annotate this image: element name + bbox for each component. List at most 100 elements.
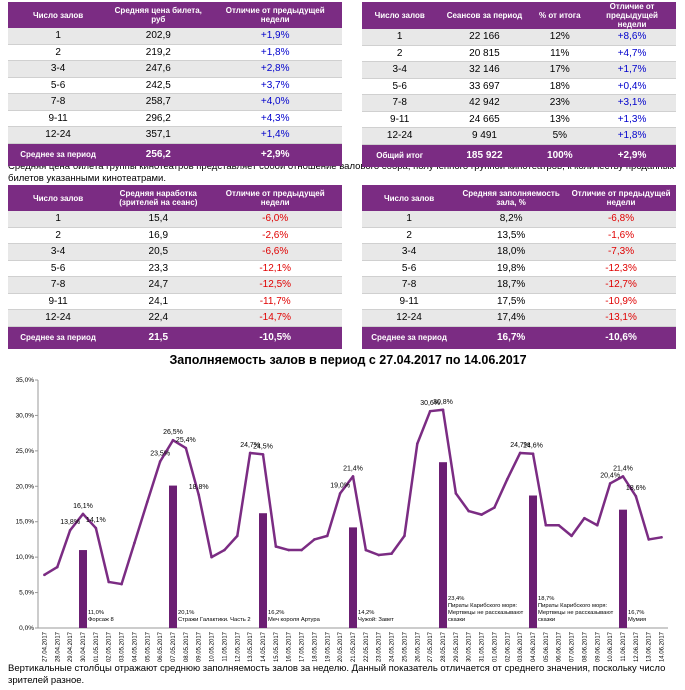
point xyxy=(197,493,201,497)
point xyxy=(544,523,548,527)
data-label: 24,7% xyxy=(240,442,260,449)
bar xyxy=(259,513,267,628)
table-row: Число залов Сеансов за период% от итога От… xyxy=(362,2,676,29)
data-label: 20,4% xyxy=(600,472,620,479)
chart-title: Заполняемость залов в период с 27.04.201… xyxy=(169,353,526,367)
point xyxy=(454,492,458,495)
x-tick-label: 04.05.2017 xyxy=(132,631,138,662)
table-cell: 3-4 xyxy=(362,243,457,261)
table-cell: 19,8% xyxy=(456,260,567,277)
table-row: Число залов Средняя наработка (зрителей н… xyxy=(8,185,342,211)
table-cell: 2 xyxy=(8,227,109,244)
table-row: 12-24 17,4% -13,1% xyxy=(362,309,676,327)
table-row: 3-4 18,0% -7,3% xyxy=(362,243,676,261)
x-tick-label: 21.05.2017 xyxy=(351,631,357,662)
table-cell: 12-24 xyxy=(362,127,438,145)
table-cell: 33 697 xyxy=(437,78,532,95)
table-cell: 1 xyxy=(8,211,109,228)
note: Средняя цена билета группы кинотеатров п… xyxy=(8,161,675,184)
table-cell: 18,7% xyxy=(456,276,567,294)
table-cell: 12-24 xyxy=(8,309,109,327)
x-tick-label: 25.05.2017 xyxy=(402,631,408,662)
x-tick-label: 02.05.2017 xyxy=(107,631,113,662)
x-tick-label: 24.05.2017 xyxy=(390,631,396,662)
x-tick-label: 15.05.2017 xyxy=(274,631,280,662)
point xyxy=(171,438,175,442)
table-cell: 20,5 xyxy=(108,243,209,261)
data-label: 21,4% xyxy=(343,465,363,472)
table-cell: % от итога xyxy=(531,2,589,29)
table-cell: Отличие от предыдущей недели xyxy=(208,185,342,211)
table-cell: Отличие от предыдущей недели xyxy=(566,185,676,211)
point xyxy=(325,534,329,538)
data-label: 24,5% xyxy=(253,443,273,450)
bar xyxy=(619,509,627,628)
x-tick-label: 13.05.2017 xyxy=(248,631,254,662)
bar-value-label: 11,0% xyxy=(88,610,105,616)
table-cell: -12,3% xyxy=(566,260,676,277)
x-tick-label: 08.06.2017 xyxy=(582,631,588,662)
table-row: Число залов Средняя цена билета, руб Отлич… xyxy=(8,2,342,28)
bar xyxy=(79,550,87,628)
x-tick-label: 09.05.2017 xyxy=(197,631,203,662)
table-row: 1 15,4 -6,0% xyxy=(8,211,342,228)
y-tick-label: 35,0% xyxy=(16,377,35,384)
table-row: 2 16,9 -2,6% xyxy=(8,227,342,244)
table-cell: Число залов xyxy=(362,2,438,29)
table-cell: 2 xyxy=(362,45,438,62)
table-cell: Средняя цена билета, руб xyxy=(108,2,209,28)
point xyxy=(287,548,291,552)
x-tick-label: 09.06.2017 xyxy=(595,631,601,662)
x-tick-label: 30.05.2017 xyxy=(467,631,473,662)
table-cell: +4,7% xyxy=(588,45,676,62)
table-cell: Средняя наработка (зрителей на сеанс) xyxy=(108,185,209,211)
table-cell: Среднее за период xyxy=(8,326,109,349)
table-row: 3-4 20,5 -6,6% xyxy=(8,243,342,261)
x-tick-label: 29.05.2017 xyxy=(454,631,460,662)
table-cell: Средняя заполняемость зала, % xyxy=(456,185,567,211)
table-row: 1 8,2% -6,8% xyxy=(362,211,676,228)
table-cell: 100% xyxy=(531,144,589,167)
y-tick-label: 5,0% xyxy=(19,590,34,597)
table-cell: Число залов xyxy=(362,185,457,211)
x-tick-label: 14.06.2017 xyxy=(660,631,666,662)
film-label: Чужой: Завет xyxy=(358,617,394,623)
table-cell: +8,6% xyxy=(588,29,676,46)
table-cell: -14,7% xyxy=(208,309,342,327)
table-row: 2 219,2 +1,8% xyxy=(8,44,342,61)
table-cell: +1,9% xyxy=(208,28,342,45)
table-cell: 7-8 xyxy=(362,94,438,112)
point xyxy=(133,541,136,545)
bar-value-label: 16,7% xyxy=(628,610,645,616)
film-label: Пираты Карибского моря: Мертвецы не расс… xyxy=(538,603,614,623)
y-tick-label: 25,0% xyxy=(16,448,35,455)
table-cell: Число залов xyxy=(8,185,109,211)
x-tick-label: 02.06.2017 xyxy=(505,631,511,662)
film-label: Пираты Карибского моря: Мертвецы не расс… xyxy=(448,603,524,623)
table-cell: 17% xyxy=(531,61,589,79)
table: Число залов Средняя наработка (зрителей н… xyxy=(8,185,342,349)
film-label: Мумия xyxy=(628,617,647,623)
table-cell: Отличие от предыдущей недели xyxy=(208,2,342,28)
point xyxy=(415,442,419,446)
point xyxy=(81,512,85,516)
point xyxy=(261,453,265,456)
x-tick-label: 14.05.2017 xyxy=(261,631,267,662)
bar-value-label: 20,1% xyxy=(178,610,195,616)
point xyxy=(107,580,111,584)
table-cell: 9 491 xyxy=(437,127,532,145)
y-tick-label: 0,0% xyxy=(19,625,34,632)
x-tick-label: 27.04.2017 xyxy=(42,631,48,662)
point xyxy=(55,565,59,569)
table-cell: 202,9 xyxy=(108,28,209,45)
point xyxy=(158,460,162,463)
data-label: 18,6% xyxy=(626,485,646,492)
chart: Заполняемость залов в период с 27.04.201… xyxy=(0,350,685,662)
table-cell: 2 xyxy=(8,44,109,61)
table-cell: +1,8% xyxy=(208,44,342,61)
table-cell: +1,7% xyxy=(588,61,676,79)
point xyxy=(428,409,432,413)
table-cell: 1 xyxy=(362,211,457,228)
table-cell: +4,0% xyxy=(208,93,342,111)
